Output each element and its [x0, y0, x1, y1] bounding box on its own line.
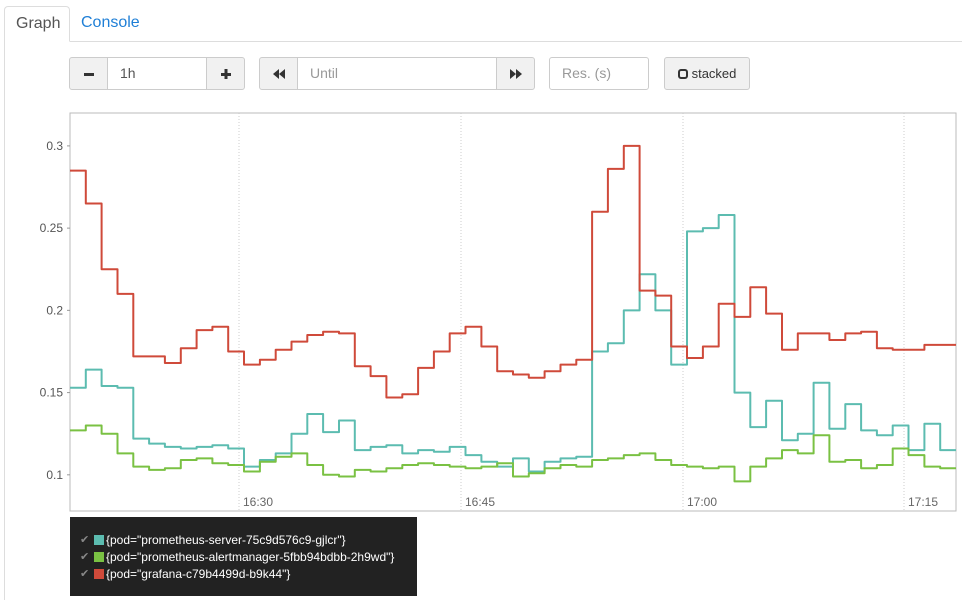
resolution-input[interactable]: Res. (s)	[549, 57, 649, 90]
series-line-1	[70, 424, 956, 483]
x-tick-label: 17:00	[687, 495, 717, 509]
legend-label: {pod="prometheus-server-75c9d576c9-gjlcr…	[106, 532, 346, 547]
legend-item[interactable]: ✔ {pod="prometheus-server-75c9d576c9-gjl…	[70, 531, 417, 548]
y-tick-label: 0.2	[46, 303, 63, 317]
x-tick-label: 16:30	[243, 495, 273, 509]
plot-area	[69, 112, 957, 512]
plus-icon	[220, 68, 231, 79]
x-tick-label: 16:45	[465, 495, 495, 509]
time-back-button[interactable]	[259, 57, 298, 90]
fast-forward-icon	[509, 68, 522, 79]
legend-label: {pod="prometheus-alertmanager-5fbb94bdbb…	[106, 549, 395, 564]
y-tick-label: 0.25	[40, 221, 64, 235]
graph-chart[interactable]: 0.1 0.15 0.2 0.25 0.3 16:30 16:45 17:00 17:15	[0, 100, 962, 520]
until-input[interactable]: Until	[297, 57, 497, 90]
minus-icon	[83, 72, 94, 76]
y-tick-label: 0.3	[46, 139, 63, 153]
tab-divider	[70, 41, 962, 42]
stacked-toggle[interactable]: stacked	[664, 57, 750, 90]
stacked-label: stacked	[691, 66, 737, 81]
checkbox-icon	[677, 68, 688, 79]
range-input[interactable]: 1h	[107, 57, 207, 90]
series-line-2	[70, 144, 956, 399]
time-forward-button[interactable]	[496, 57, 535, 90]
legend-label: {pod="grafana-c79b4499d-b9k44"}	[106, 566, 291, 581]
tab-bar: Graph Console	[0, 0, 962, 42]
range-increase-button[interactable]	[206, 57, 245, 90]
legend-item[interactable]: ✔ {pod="grafana-c79b4499d-b9k44"}	[70, 565, 417, 582]
tab-console[interactable]: Console	[81, 14, 140, 31]
check-icon: ✔	[80, 534, 90, 546]
color-swatch	[94, 534, 104, 545]
legend: ✔ {pod="prometheus-server-75c9d576c9-gjl…	[70, 517, 417, 596]
check-icon: ✔	[80, 568, 90, 580]
y-tick-label: 0.15	[40, 386, 64, 400]
color-swatch	[94, 568, 104, 579]
legend-item[interactable]: ✔ {pod="prometheus-alertmanager-5fbb94bd…	[70, 548, 417, 565]
check-icon: ✔	[80, 551, 90, 563]
color-swatch	[94, 551, 104, 562]
x-tick-label: 17:15	[908, 495, 938, 509]
tab-graph[interactable]: Graph	[4, 6, 70, 42]
y-tick-label: 0.1	[46, 468, 63, 482]
range-decrease-button[interactable]	[69, 57, 108, 90]
panel-border	[4, 41, 5, 600]
fast-backward-icon	[272, 68, 285, 79]
